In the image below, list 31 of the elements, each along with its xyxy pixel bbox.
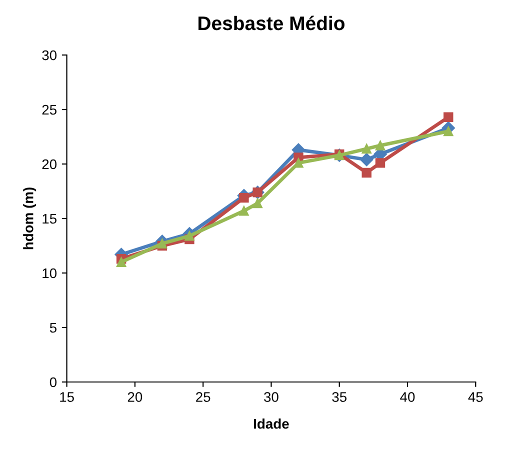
point xyxy=(184,231,194,241)
x-tick-label: 35 xyxy=(332,392,346,402)
y-tick-label: 0 xyxy=(50,377,57,388)
x-axis-title: Idade xyxy=(254,418,289,429)
point xyxy=(375,158,386,168)
point xyxy=(444,112,454,122)
x-tick-label: 45 xyxy=(468,392,483,402)
point xyxy=(360,153,374,166)
point xyxy=(362,144,372,154)
y-tick-label: 20 xyxy=(42,159,57,170)
y-tick-label: 30 xyxy=(42,50,57,60)
y-tick-label: 5 xyxy=(50,322,56,333)
y-tick-label: 15 xyxy=(42,214,56,224)
point xyxy=(444,126,454,136)
y-tick-label: 25 xyxy=(42,104,56,115)
point xyxy=(294,158,304,168)
point xyxy=(239,192,249,203)
x-tick-label: 20 xyxy=(128,392,142,402)
point xyxy=(157,238,168,248)
point xyxy=(239,206,249,216)
chart-title: Desbaste Médio xyxy=(198,16,344,30)
x-tick-label: 30 xyxy=(264,392,278,402)
y-axis-title: hdom (m) xyxy=(23,188,36,250)
point xyxy=(362,168,372,178)
y-tick-label: 10 xyxy=(42,268,57,278)
x-tick-label: 15 xyxy=(60,392,74,402)
point xyxy=(252,198,262,208)
x-tick-label: 40 xyxy=(400,392,415,402)
x-tick-label: 25 xyxy=(196,392,210,402)
point xyxy=(116,257,126,267)
point xyxy=(375,140,386,150)
